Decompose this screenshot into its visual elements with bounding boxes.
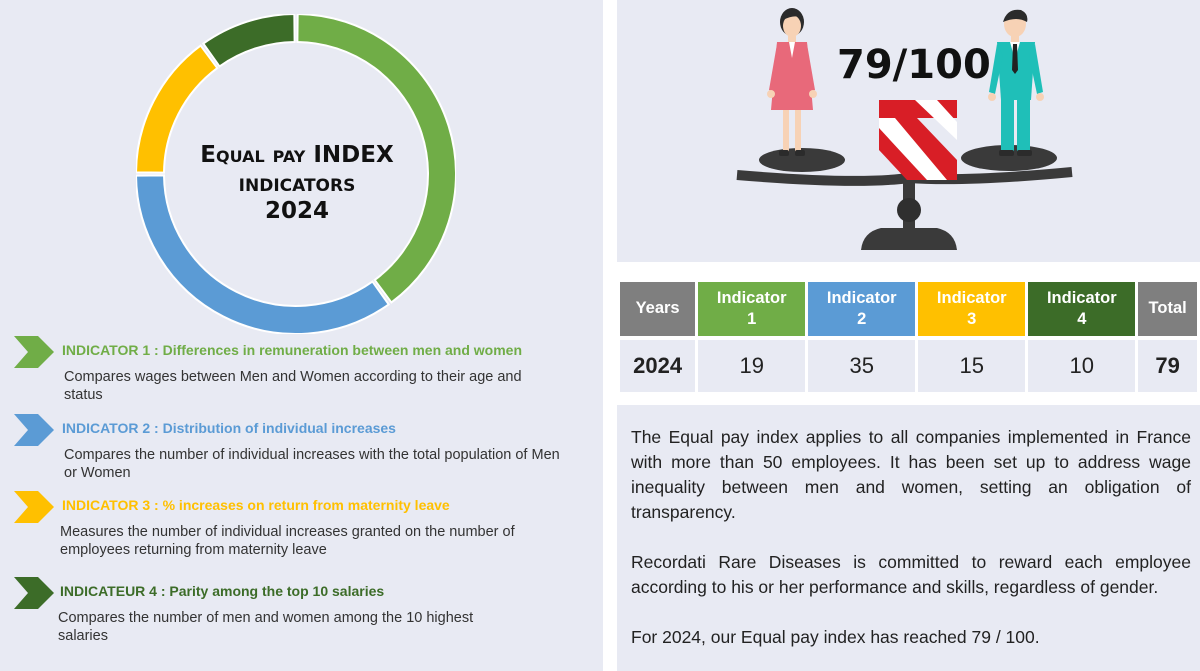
header-number: 4 [1077, 310, 1087, 328]
description-paragraph-3: For 2024, our Equal pay index has reache… [631, 627, 1040, 647]
table-header-indicator-1: Indicator 1 [698, 282, 806, 336]
donut-slice-1 [296, 14, 456, 304]
cell-indicator-3: 15 [918, 340, 1026, 392]
header-label: Indicator [936, 288, 1007, 307]
header-number: 2 [857, 310, 867, 328]
indicator-3-description: Measures the number of individual increa… [60, 524, 515, 559]
description-paragraph-1: The Equal pay index applies to all compa… [631, 427, 1191, 522]
header-label: Indicator [1046, 288, 1117, 307]
table-header-total: Total [1138, 282, 1197, 336]
logo-icon [879, 100, 957, 180]
donut-title-line3: 2024 [264, 197, 329, 224]
header-label: Indicator [826, 288, 897, 307]
indicator-4-title: INDICATEUR 4 : Parity among the top 10 s… [60, 583, 385, 599]
indicators-panel: Equal pay INDEX INDICATORS 2024 INDICATO… [0, 0, 603, 671]
scores-table: Years Indicator 1 Indicator 2 Indicator 3 I… [617, 282, 1200, 392]
header-number: 1 [747, 310, 757, 328]
donut-chart [136, 14, 456, 334]
table-row: 2024 19 35 15 10 79 [620, 340, 1197, 392]
header-number: 3 [967, 310, 977, 328]
chevron-right-icon [14, 414, 54, 446]
description-panel: The Equal pay index applies to all compa… [617, 405, 1200, 671]
description-paragraph-2: Recordati Rare Diseases is committed to … [631, 552, 1191, 597]
donut-slice-3 [136, 44, 219, 174]
indicator-2-description: Compares the number of individual increa… [64, 447, 560, 482]
indicator-4-description: Compares the number of men and women amo… [58, 610, 474, 645]
chevron-right-icon [14, 336, 54, 368]
indicator-3-title: INDICATOR 3 : % increases on return from… [62, 497, 450, 513]
donut-title-line2: INDICATORS [238, 175, 356, 196]
table-header-indicator-4: Indicator 4 [1028, 282, 1136, 336]
indicator-1-title: INDICATOR 1 : Differences in remuneratio… [62, 342, 523, 358]
man-icon [988, 9, 1044, 156]
cell-indicator-1: 19 [698, 340, 806, 392]
table-header-years: Years [620, 282, 696, 336]
donut-slice-4 [201, 14, 296, 68]
header-label: Indicator [716, 288, 787, 307]
cell-total: 79 [1138, 340, 1197, 392]
header-label: Total [1148, 299, 1187, 318]
donut-slice-2 [136, 174, 391, 334]
chevron-right-icon [14, 491, 54, 523]
cell-indicator-2: 35 [808, 340, 916, 392]
indicator-2-title: INDICATOR 2 : Distribution of individual… [62, 420, 396, 436]
header-label: Years [635, 299, 680, 318]
illustration-panel: 79/100 [617, 0, 1200, 262]
balance-scale-illustration [736, 8, 1073, 250]
cell-year: 2024 [620, 340, 696, 392]
donut-title: Equal pay INDEX INDICATORS 2024 [160, 142, 434, 226]
table-header-indicator-2: Indicator 2 [808, 282, 916, 336]
indicator-1-description: Compares wages between Men and Women acc… [64, 369, 522, 404]
table-header-row: Years Indicator 1 Indicator 2 Indicator 3 I… [620, 282, 1197, 336]
cell-indicator-4: 10 [1028, 340, 1136, 392]
table-header-indicator-3: Indicator 3 [918, 282, 1026, 336]
donut-title-line1: Equal pay INDEX [200, 142, 394, 168]
chevron-right-icon [14, 577, 54, 609]
woman-icon [767, 8, 817, 156]
score-value: 79/100 [837, 42, 991, 88]
